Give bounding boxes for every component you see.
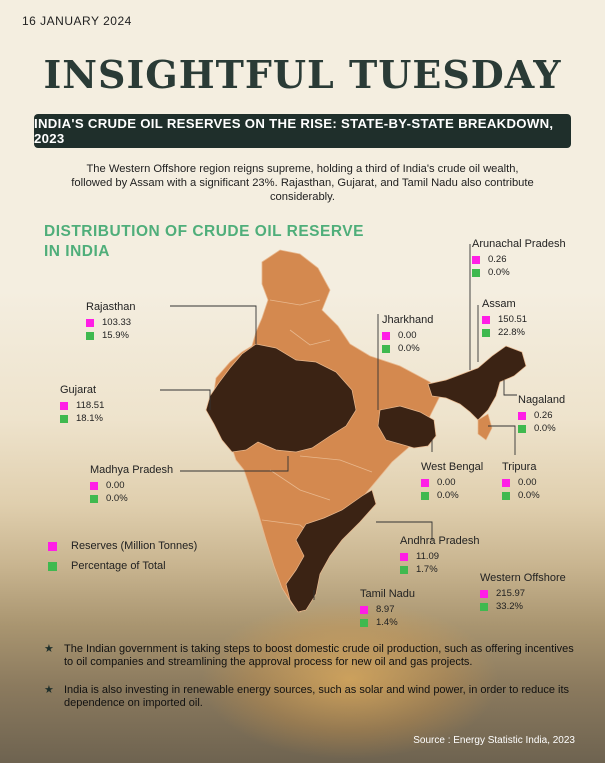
state-name: Gujarat — [60, 384, 97, 396]
state-name: Arunachal Pradesh — [472, 238, 566, 250]
percentage-swatch — [400, 565, 408, 574]
percentage-swatch — [360, 618, 368, 627]
percentage-swatch — [518, 424, 526, 433]
reserve-swatch — [360, 605, 368, 614]
state-name: Jharkhand — [382, 314, 434, 326]
state-percentage: 0.0% — [488, 267, 510, 278]
state-percentage: 0.0% — [534, 423, 556, 434]
date-label: 16 JANUARY 2024 — [22, 14, 132, 28]
state-block-gujarat: Gujarat 118.51 18.1% — [60, 384, 104, 425]
state-reserve: 0.00 — [518, 477, 537, 488]
map-region-tripura — [477, 413, 493, 441]
legend-item-percentage: Percentage of Total — [48, 556, 197, 576]
star-icon: ★ — [44, 684, 54, 696]
reserve-swatch — [482, 315, 490, 324]
percentage-swatch — [480, 602, 488, 611]
state-reserve: 0.00 — [106, 480, 125, 491]
state-percentage: 33.2% — [496, 601, 523, 612]
state-name: Rajasthan — [86, 301, 136, 313]
percentage-swatch — [472, 268, 480, 277]
percentage-swatch — [90, 494, 98, 503]
legend-label: Percentage of Total — [71, 560, 166, 572]
state-percentage: 1.7% — [416, 564, 438, 575]
reserve-swatch — [480, 589, 488, 598]
reserve-swatch — [382, 331, 390, 340]
state-percentage: 0.0% — [106, 493, 128, 504]
state-reserve: 150.51 — [498, 314, 528, 325]
leader-lines — [160, 244, 517, 600]
state-name: Assam — [482, 298, 516, 310]
reserve-swatch — [502, 478, 510, 487]
percentage-swatch — [421, 491, 429, 500]
state-percentage: 0.0% — [518, 490, 540, 501]
map-region-andhra-tamilnadu — [285, 489, 377, 613]
state-percentage: 18.1% — [76, 413, 103, 424]
state-name: Madhya Pradesh — [90, 464, 174, 476]
legend-label: Reserves (Million Tonnes) — [71, 540, 198, 552]
state-block-nagaland: Nagaland 0.26 0.0% — [518, 394, 565, 435]
percentage-swatch — [86, 331, 94, 340]
state-reserve: 8.97 — [376, 604, 395, 615]
bullet-item: ★ India is also investing in renewable e… — [44, 684, 574, 710]
state-block-rajasthan: Rajasthan 103.33 15.9% — [86, 301, 136, 342]
state-block-tripura: Tripura 0.00 0.0% — [502, 461, 540, 502]
subtitle-banner: INDIA'S CRUDE OIL RESERVES ON THE RISE: … — [34, 114, 571, 148]
state-block-andhra-pradesh: Andhra Pradesh 11.09 1.7% — [400, 535, 480, 576]
star-icon: ★ — [44, 643, 54, 655]
state-percentage: 0.0% — [437, 490, 459, 501]
percentage-swatch — [502, 491, 510, 500]
source-note: Source : Energy Statistic India, 2023 — [413, 735, 575, 746]
state-percentage: 22.8% — [498, 327, 525, 338]
reserve-swatch — [472, 255, 480, 264]
state-reserve: 0.00 — [398, 330, 417, 341]
map-heading: DISTRIBUTION OF CRUDE OIL RESERVE IN IND… — [44, 223, 364, 260]
state-block-jharkhand: Jharkhand 0.00 0.0% — [382, 314, 433, 355]
state-name: Tripura — [502, 461, 537, 473]
state-block-west-bengal: West Bengal 0.00 0.0% — [421, 461, 483, 502]
page-title: INSIGHTFUL TUESDAY — [43, 52, 562, 97]
map-legend: Reserves (Million Tonnes) Percentage of … — [48, 536, 197, 576]
reserve-swatch — [86, 318, 94, 327]
state-reserve: 0.26 — [534, 410, 553, 421]
state-block-western-offshore: Western Offshore 215.97 33.2% — [480, 572, 566, 613]
map-region-jharkhand-wb — [377, 405, 437, 449]
state-block-arunachal: Arunachal Pradesh 0.26 0.0% — [472, 238, 566, 279]
percentage-swatch — [482, 328, 490, 337]
state-reserve: 0.26 — [488, 254, 507, 265]
bullet-text: India is also investing in renewable ene… — [64, 684, 570, 709]
state-reserve: 11.09 — [416, 551, 440, 562]
state-name: Nagaland — [518, 394, 566, 406]
state-name: Western Offshore — [480, 572, 566, 584]
state-percentage: 15.9% — [102, 330, 129, 341]
state-reserve: 0.00 — [437, 477, 456, 488]
bullet-text: The Indian government is taking steps to… — [64, 643, 574, 668]
reserve-swatch — [400, 552, 408, 561]
percentage-swatch — [382, 344, 390, 353]
state-reserve: 215.97 — [496, 588, 526, 599]
legend-item-reserve: Reserves (Million Tonnes) — [48, 536, 197, 556]
state-percentage: 0.0% — [398, 343, 420, 354]
percentage-swatch — [48, 561, 57, 571]
state-block-assam: Assam 150.51 22.8% — [482, 298, 527, 339]
bullet-item: ★ The Indian government is taking steps … — [44, 643, 574, 669]
intro-paragraph: The Western Offshore region reigns supre… — [71, 163, 534, 203]
sunset-glow — [200, 600, 500, 760]
state-reserve: 103.33 — [102, 317, 132, 328]
reserve-swatch — [518, 411, 526, 420]
reserve-swatch — [60, 401, 68, 410]
state-percentage: 1.4% — [376, 617, 398, 628]
state-name: Andhra Pradesh — [400, 535, 480, 547]
percentage-swatch — [60, 414, 68, 423]
state-name: Tamil Nadu — [360, 588, 416, 600]
state-block-madhya-pradesh: Madhya Pradesh 0.00 0.0% — [90, 464, 173, 505]
map-region-northeast — [427, 345, 527, 421]
reserve-swatch — [48, 541, 57, 551]
state-name: West Bengal — [421, 461, 484, 473]
reserve-swatch — [90, 481, 98, 490]
map-region-rajasthan-gujarat-mp — [205, 343, 357, 453]
state-block-tamil-nadu: Tamil Nadu 8.97 1.4% — [360, 588, 415, 629]
state-reserve: 118.51 — [76, 400, 105, 411]
reserve-swatch — [421, 478, 429, 487]
